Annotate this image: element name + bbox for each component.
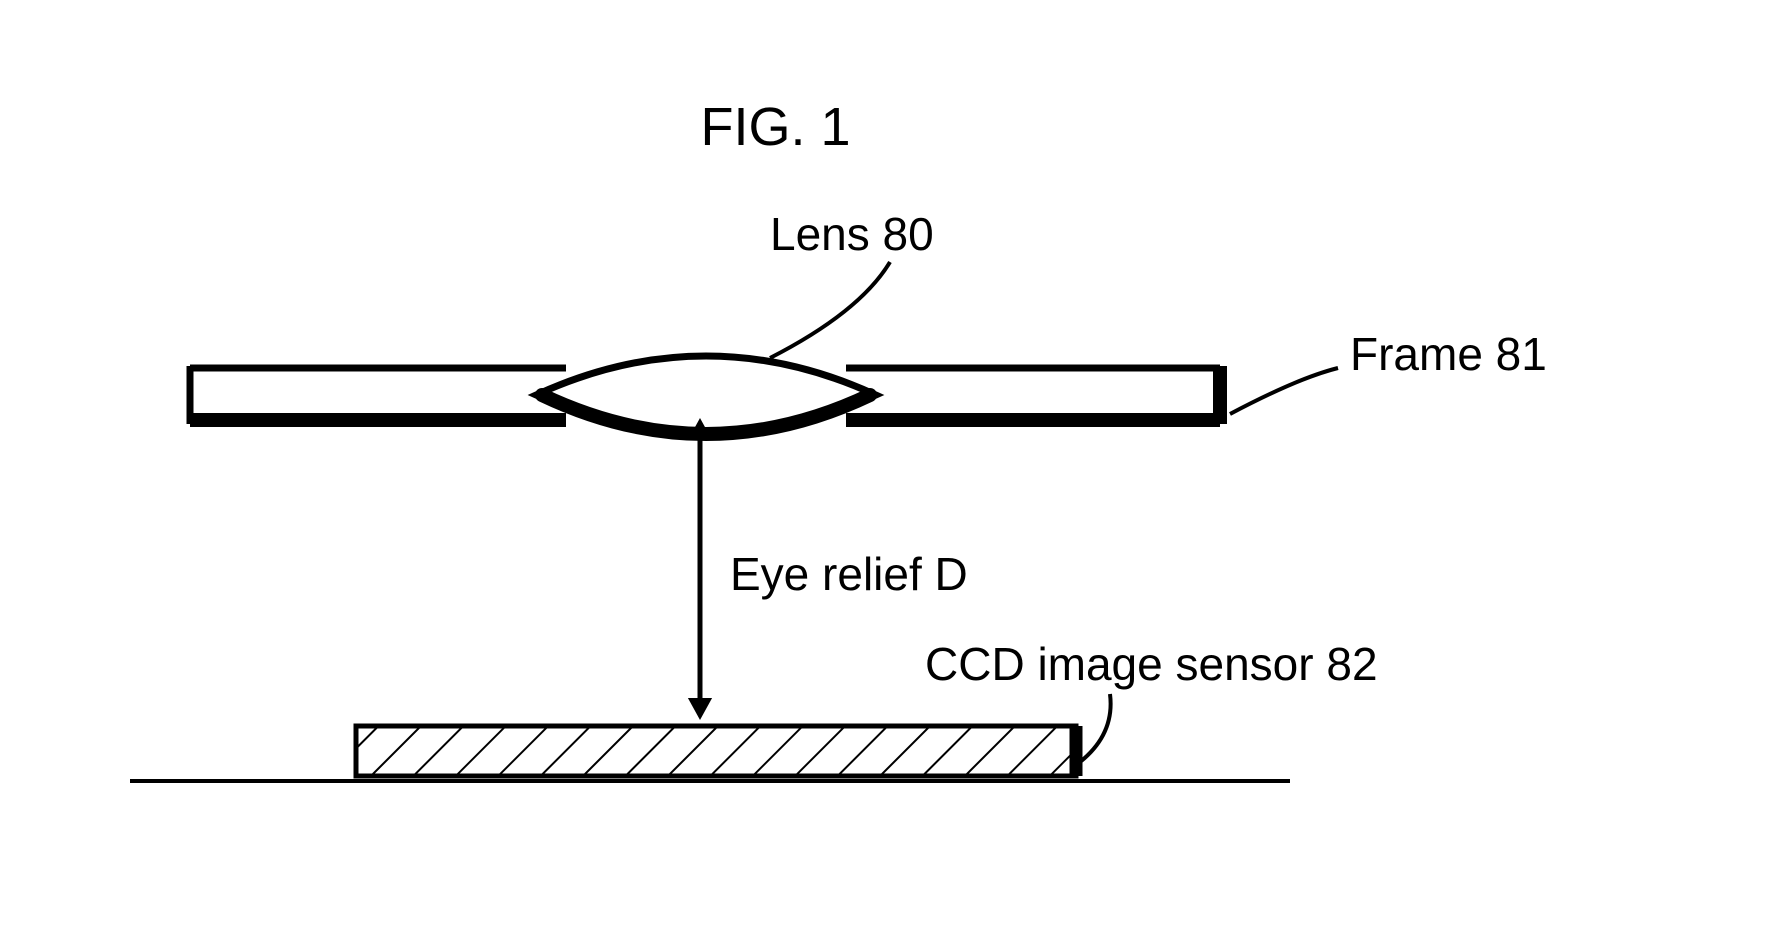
lens-shape	[536, 356, 876, 434]
ccd-sensor-leader	[1080, 694, 1111, 762]
ccd-sensor-label: CCD image sensor 82	[925, 638, 1378, 690]
frame-label: Frame 81	[1350, 328, 1547, 380]
figure-diagram: FIG. 1 Frame 81 Lens 80 Eye relief D CCD ima…	[0, 0, 1791, 934]
lens-leader	[770, 262, 890, 358]
figure-title: FIG. 1	[700, 97, 850, 157]
lens-label: Lens 80	[770, 208, 934, 260]
eye-relief-label: Eye relief D	[730, 548, 968, 600]
eye-relief-arrow-down	[688, 698, 712, 720]
ccd-sensor	[356, 726, 1076, 776]
frame-leader	[1230, 368, 1338, 414]
